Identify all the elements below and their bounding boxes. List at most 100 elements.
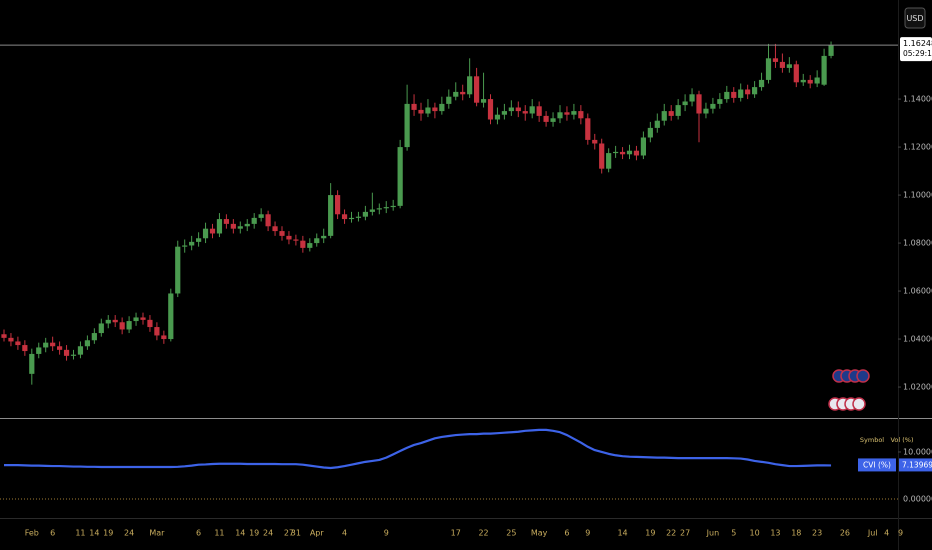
candle-body bbox=[133, 317, 139, 322]
candle-body bbox=[689, 94, 695, 102]
candle-body bbox=[202, 228, 209, 239]
y-tick-label: 10.00000 bbox=[903, 447, 932, 456]
candle-body bbox=[758, 79, 765, 88]
candle-body bbox=[29, 353, 35, 374]
candle-body bbox=[578, 111, 584, 119]
candle-body bbox=[154, 327, 160, 336]
candle-body bbox=[341, 214, 348, 220]
candle-body bbox=[161, 335, 167, 340]
candle-body bbox=[279, 231, 285, 236]
candle-body bbox=[724, 91, 730, 100]
candle-body bbox=[487, 99, 494, 120]
candle-body bbox=[425, 107, 431, 114]
candle-body bbox=[661, 111, 667, 121]
symbol-icons bbox=[828, 369, 870, 411]
candle-body bbox=[418, 109, 424, 114]
candle-body bbox=[307, 243, 313, 248]
x-tick-label: 14 bbox=[235, 529, 245, 538]
candle-body bbox=[314, 238, 320, 244]
candle-body bbox=[494, 114, 501, 120]
x-tick-label: 13 bbox=[770, 529, 780, 538]
x-tick-label: Jul bbox=[867, 529, 878, 538]
candle-body bbox=[36, 347, 42, 354]
candle-body bbox=[355, 216, 362, 218]
x-tick-label: 9 bbox=[898, 529, 903, 538]
candle-body bbox=[606, 153, 612, 169]
candle-body bbox=[557, 112, 563, 119]
x-tick-label: 18 bbox=[791, 529, 801, 538]
series-name-tag bbox=[858, 458, 896, 472]
candle-body bbox=[800, 79, 806, 83]
candle-body bbox=[411, 103, 417, 110]
x-tick-label: 27 bbox=[680, 529, 690, 538]
candle-body bbox=[175, 246, 181, 294]
candle-body bbox=[376, 208, 382, 210]
candle-body bbox=[237, 226, 243, 229]
y-tick-label: 1.02000 bbox=[903, 383, 932, 392]
candle-body bbox=[474, 76, 480, 103]
x-tick-label: Jun bbox=[706, 529, 720, 538]
x-tick-label: 6 bbox=[564, 529, 569, 538]
candle-body bbox=[682, 101, 688, 106]
x-tick-label: 27 bbox=[284, 529, 294, 538]
candle-body bbox=[63, 349, 70, 356]
candle-body bbox=[112, 319, 118, 323]
candle-body bbox=[633, 150, 640, 156]
candle-body bbox=[779, 61, 785, 68]
candle-body bbox=[328, 195, 334, 236]
currency-button[interactable] bbox=[904, 7, 926, 29]
candle-body bbox=[397, 147, 403, 206]
candle-body bbox=[453, 91, 459, 97]
candle-body bbox=[446, 96, 452, 104]
y-tick-label: 1.12000 bbox=[903, 143, 932, 152]
candle-body bbox=[272, 226, 278, 232]
x-tick-label: 31 bbox=[291, 529, 301, 538]
value-tag bbox=[899, 458, 932, 472]
candle-body bbox=[77, 346, 84, 355]
candle-body bbox=[585, 118, 591, 140]
candle-body bbox=[738, 89, 744, 98]
candle-body bbox=[619, 151, 626, 155]
candle-body bbox=[22, 345, 28, 352]
candle-body bbox=[717, 99, 723, 104]
legend-header: Vol (%) bbox=[890, 436, 913, 444]
candle-body bbox=[15, 341, 21, 346]
candle-body bbox=[140, 317, 146, 320]
candle-body bbox=[70, 354, 77, 356]
x-tick-label: 22 bbox=[666, 529, 676, 538]
x-tick-label: 19 bbox=[645, 529, 655, 538]
legend-header: Symbol bbox=[860, 436, 884, 444]
candle-body bbox=[43, 342, 49, 348]
candle-body bbox=[1, 334, 7, 338]
candle-body bbox=[383, 207, 389, 209]
candle-body bbox=[98, 323, 104, 334]
x-tick-label: 23 bbox=[812, 529, 822, 538]
candle-body bbox=[550, 118, 556, 122]
candle-body bbox=[362, 211, 368, 217]
candle-body bbox=[480, 99, 487, 103]
x-tick-label: 9 bbox=[384, 529, 389, 538]
candle-body bbox=[244, 223, 250, 227]
candle-body bbox=[529, 106, 535, 114]
candle-body bbox=[543, 115, 549, 122]
candle-body bbox=[216, 219, 223, 234]
x-tick-label: 5 bbox=[731, 529, 736, 538]
candle-body bbox=[745, 89, 751, 95]
candle-body bbox=[286, 235, 292, 240]
candle-body bbox=[501, 111, 507, 115]
candle-body bbox=[793, 64, 799, 83]
candle-body bbox=[522, 111, 528, 114]
x-tick-label: Mar bbox=[149, 529, 165, 538]
x-tick-label: 14 bbox=[617, 529, 627, 538]
y-tick-label: 0.00000 bbox=[903, 495, 932, 504]
candle-body bbox=[182, 245, 188, 247]
candle-body bbox=[467, 76, 473, 95]
x-tick-label: 22 bbox=[478, 529, 488, 538]
candle-body bbox=[599, 143, 605, 169]
x-tick-label: 4 bbox=[884, 529, 889, 538]
candle-body bbox=[710, 103, 716, 109]
candle-body bbox=[703, 108, 709, 114]
candle-body bbox=[508, 107, 514, 112]
candle-body bbox=[223, 219, 229, 224]
